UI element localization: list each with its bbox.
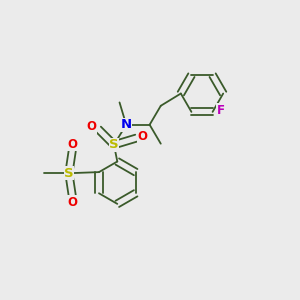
Text: O: O: [67, 196, 77, 208]
Text: N: N: [121, 118, 132, 131]
Text: S: S: [109, 138, 119, 151]
Text: S: S: [64, 167, 74, 180]
Text: F: F: [217, 104, 225, 117]
Text: O: O: [67, 138, 77, 151]
Text: O: O: [138, 130, 148, 143]
Text: O: O: [87, 120, 97, 133]
